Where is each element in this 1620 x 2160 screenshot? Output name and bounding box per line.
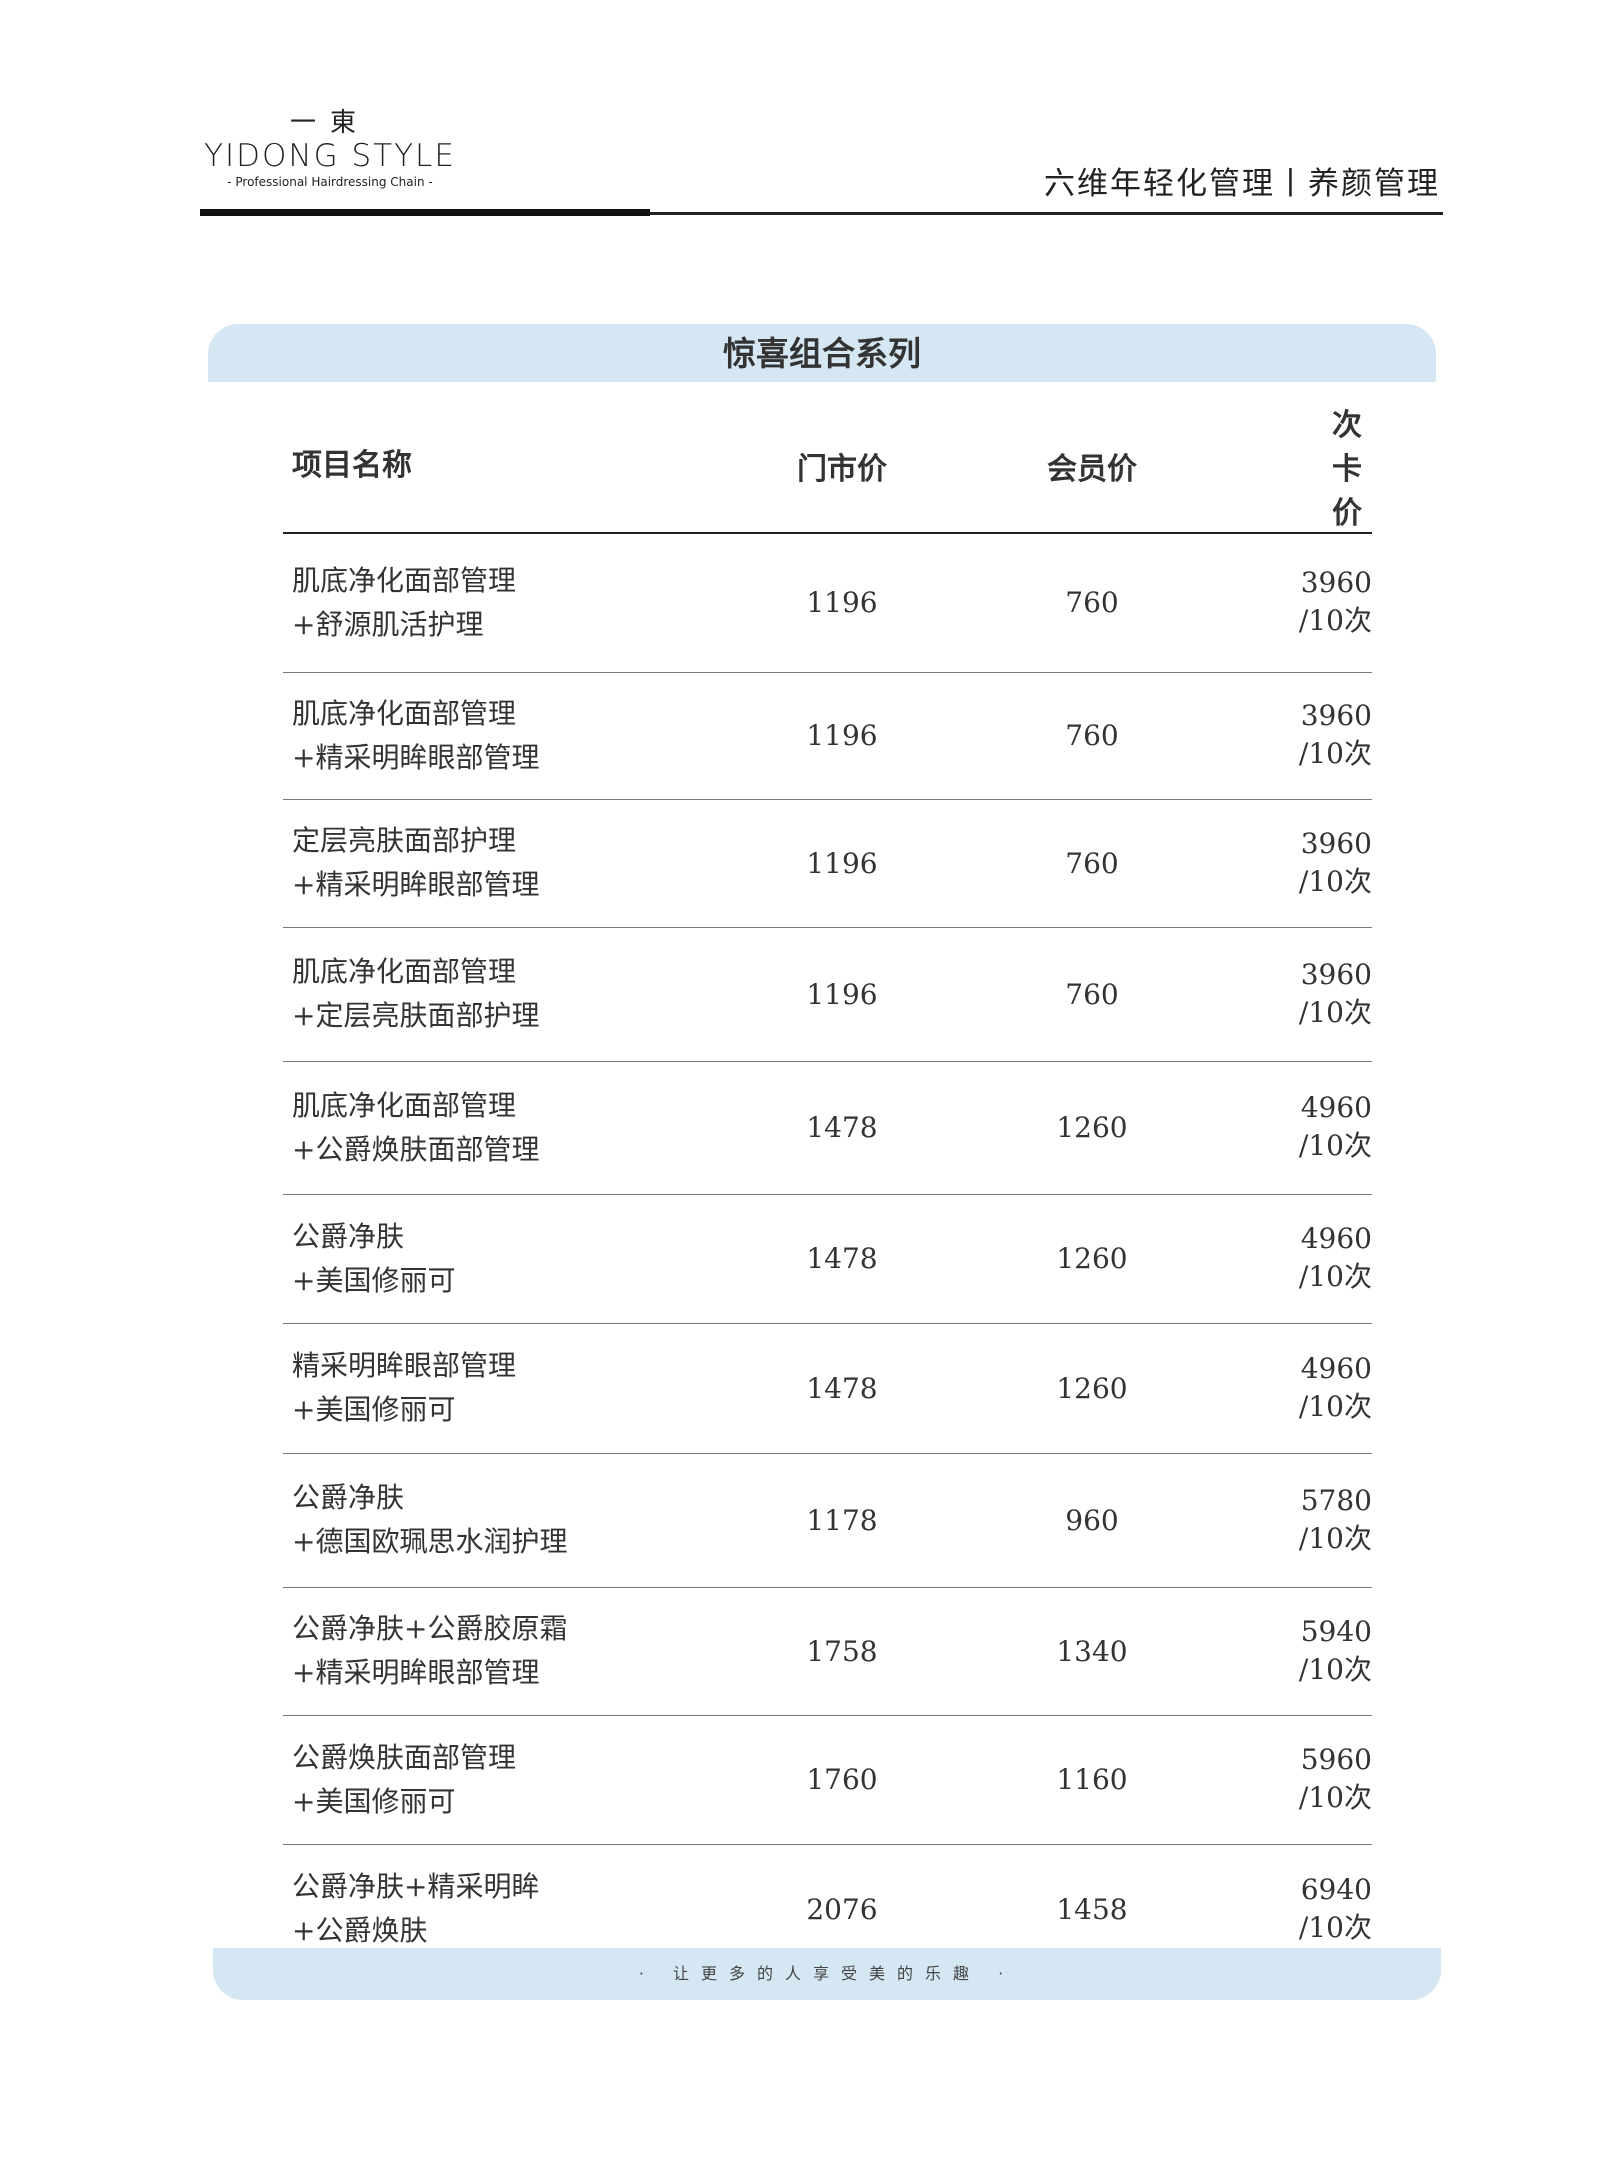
header-category: 六维年轻化管理丨养颜管理	[1044, 166, 1440, 202]
member-price: 760	[922, 533, 1262, 673]
card-price: 6940 /10次	[1298, 1872, 1372, 1944]
table-row: 肌底净化面部管理 +精采明眸眼部管理 1196 760 3960 /10次	[283, 672, 1372, 800]
member-price: 760	[922, 672, 1262, 800]
item-name: 肌底净化面部管理 +定层亮肤面部护理	[283, 927, 762, 1062]
item-name-line1: 定层亮肤面部护理	[292, 824, 517, 857]
member-price: 760	[922, 927, 1262, 1062]
retail-price: 1478	[762, 1194, 922, 1324]
card-price: 4960 /10次	[1262, 1323, 1372, 1454]
header-member-price: 会员价	[922, 400, 1262, 534]
item-name-line1: 公爵净肤	[292, 1219, 405, 1253]
item-name-line1: 公爵净肤	[292, 1481, 405, 1514]
table-row: 肌底净化面部管理 +公爵焕肤面部管理 1478 1260 4960 /10次	[283, 1061, 1372, 1195]
item-name-line2: +公爵焕肤面部管理	[292, 1132, 540, 1166]
item-name-line2: +定层亮肤面部护理	[292, 999, 540, 1032]
section-title-bar: 惊喜组合系列	[208, 324, 1436, 382]
item-name-line2: +精采明眸眼部管理	[292, 868, 540, 901]
item-name-line2: +美国修丽可	[292, 1393, 456, 1426]
item-name: 公爵净肤+精采明眸 +公爵焕肤	[283, 1844, 762, 1974]
retail-price: 1478	[762, 1323, 922, 1454]
member-price: 1160	[922, 1715, 1262, 1845]
member-price: 760	[922, 799, 1262, 928]
retail-price: 2076	[806, 1892, 878, 1926]
logo-cn: 一東	[289, 108, 370, 138]
retail-price: 1196	[762, 799, 922, 928]
table-row: 公爵焕肤面部管理 +美国修丽可 1760 1160 5960 /10次	[283, 1715, 1372, 1845]
card-price: 5940 /10次	[1262, 1587, 1372, 1716]
item-name-line1: 公爵净肤+精采明眸	[292, 1870, 540, 1904]
item-name: 公爵净肤 +德国欧珮思水润护理	[283, 1453, 762, 1588]
logo-en: YIDONG STYLE	[204, 138, 456, 174]
item-name-line2: +公爵焕肤	[292, 1914, 428, 1948]
table-row: 公爵净肤 +德国欧珮思水润护理 1178 960 5780 /10次	[283, 1453, 1372, 1588]
table-row: 公爵净肤+公爵胶原霜 +精采明眸眼部管理 1758 1340 5940 /10次	[283, 1587, 1372, 1716]
item-name-line2: +德国欧珮思水润护理	[292, 1525, 568, 1558]
retail-price: 1196	[762, 672, 922, 800]
item-name-line2: +美国修丽可	[292, 1784, 456, 1818]
card-price: 3960 /10次	[1262, 927, 1372, 1062]
retail-price: 1196	[762, 533, 922, 673]
header-retail-price: 门市价	[762, 400, 922, 534]
table-row: 定层亮肤面部护理 +精采明眸眼部管理 1196 760 3960 /10次	[283, 799, 1372, 928]
card-price: 5960 /10次	[1262, 1715, 1372, 1845]
section-title: 惊喜组合系列	[723, 334, 921, 373]
member-price: 960	[922, 1453, 1262, 1588]
header-item-name: 项目名称	[283, 400, 762, 534]
table-row: 公爵净肤 +美国修丽可 1478 1260 4960 /10次	[283, 1194, 1372, 1324]
item-name-line1: 肌底净化面部管理	[292, 1088, 517, 1122]
card-price: 5780 /10次	[1262, 1453, 1372, 1588]
card-price: 3960 /10次	[1262, 533, 1372, 673]
table-row: 肌底净化面部管理 +舒源肌活护理 1196 760 3960 /10次	[283, 533, 1372, 673]
table-row: 公爵净肤+精采明眸 +公爵焕肤 2076 1458 6940 /10次	[283, 1844, 1372, 1974]
logo-subtitle: - Professional Hairdressing Chain -	[227, 175, 433, 189]
retail-price: 1196	[762, 927, 922, 1062]
retail-price: 1178	[762, 1453, 922, 1588]
item-name: 精采明眸眼部管理 +美国修丽可	[283, 1323, 762, 1454]
footer-band: · 让更多的人享受美的乐趣 ·	[213, 1948, 1441, 2000]
item-name-line1: 公爵焕肤面部管理	[292, 1740, 517, 1774]
item-name-line2: +精采明眸眼部管理	[292, 740, 540, 774]
item-name: 公爵净肤+公爵胶原霜 +精采明眸眼部管理	[283, 1587, 762, 1716]
card-price: 3960 /10次	[1262, 672, 1372, 800]
table-row: 精采明眸眼部管理 +美国修丽可 1478 1260 4960 /10次	[283, 1323, 1372, 1454]
card-price: 4960 /10次	[1262, 1061, 1372, 1195]
item-name-line2: +美国修丽可	[292, 1263, 456, 1297]
table-header-row: 项目名称 门市价 会员价 次卡价	[283, 400, 1372, 534]
item-name-line2: +精采明眸眼部管理	[292, 1656, 540, 1689]
item-name: 定层亮肤面部护理 +精采明眸眼部管理	[283, 799, 762, 928]
item-name: 肌底净化面部管理 +舒源肌活护理	[283, 533, 762, 673]
member-price: 1260	[922, 1323, 1262, 1454]
item-name-line1: 肌底净化面部管理	[292, 696, 517, 730]
brand-logo: 一東 YIDONG STYLE - Professional Hairdress…	[200, 108, 460, 190]
item-name: 肌底净化面部管理 +精采明眸眼部管理	[283, 672, 762, 800]
header-divider-thick	[200, 209, 650, 216]
member-price: 1260	[922, 1194, 1262, 1324]
member-price: 1340	[922, 1587, 1262, 1716]
table-row: 肌底净化面部管理 +定层亮肤面部护理 1196 760 3960 /10次	[283, 927, 1372, 1062]
item-name-line2: +舒源肌活护理	[292, 607, 484, 641]
price-table: 项目名称 门市价 会员价 次卡价 肌底净化面部管理 +舒源肌活护理 1196 76…	[283, 400, 1372, 1974]
retail-price: 1758	[762, 1587, 922, 1716]
member-price: 1458	[1056, 1892, 1128, 1926]
retail-price: 1760	[762, 1715, 922, 1845]
item-name-line1: 肌底净化面部管理	[292, 955, 517, 988]
footer-slogan: · 让更多的人享受美的乐趣 ·	[638, 1964, 1016, 1983]
item-name-line1: 肌底净化面部管理	[292, 563, 517, 597]
header-divider-thin	[650, 212, 1443, 215]
card-price: 3960 /10次	[1262, 799, 1372, 928]
item-name: 公爵焕肤面部管理 +美国修丽可	[283, 1715, 762, 1845]
item-name-line1: 公爵净肤+公爵胶原霜	[292, 1612, 568, 1645]
member-price: 1260	[922, 1061, 1262, 1195]
item-name: 公爵净肤 +美国修丽可	[283, 1194, 762, 1324]
item-name-line1: 精采明眸眼部管理	[292, 1349, 517, 1382]
card-price: 4960 /10次	[1262, 1194, 1372, 1324]
retail-price: 1478	[762, 1061, 922, 1195]
header-card-price: 次卡价	[1262, 400, 1372, 534]
item-name: 肌底净化面部管理 +公爵焕肤面部管理	[283, 1061, 762, 1195]
